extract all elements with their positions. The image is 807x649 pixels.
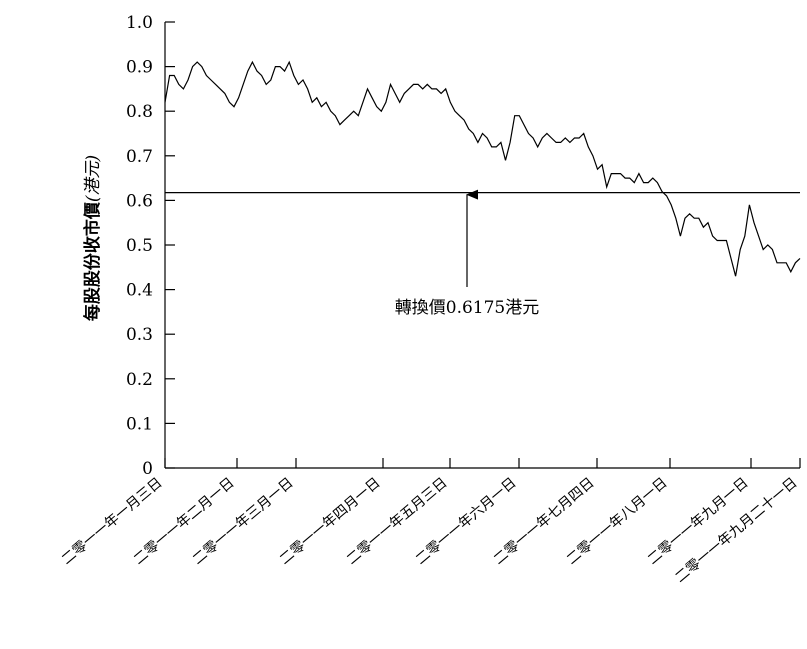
axes xyxy=(164,22,800,469)
y-tick-label: 1.0 xyxy=(126,13,153,33)
conversion-price-annotation: 轉換價0.6175港元 xyxy=(395,298,539,318)
y-tick-label: 0.1 xyxy=(126,414,153,434)
y-axis-label-unit: (港元) xyxy=(83,155,103,202)
y-axis-label-main: 每股股份收市價 xyxy=(82,201,103,321)
y-tick-label: 0.7 xyxy=(126,147,153,167)
y-tick-label: 0.4 xyxy=(126,281,153,301)
y-tick-label: 0.5 xyxy=(126,236,153,256)
y-tick-label: 0.6 xyxy=(126,191,153,211)
y-tick-label: 0.9 xyxy=(126,58,153,78)
y-tick-label: 0.3 xyxy=(126,325,153,345)
closing-price-series-line xyxy=(164,60,801,277)
y-tick-label: 0.8 xyxy=(126,102,153,122)
y-axis-label: 每股股份收市價(港元) xyxy=(82,155,103,321)
x-axis-ticks: 二零一一年一月三日二零一一年二月一日二零一一年三月一日二零一一年四月一日二零一一… xyxy=(59,458,801,586)
y-axis-ticks: 0 0.1 0.2 0.3 0.4 0.5 0.6 0.7 0.8 0.9 1.0 xyxy=(126,13,175,479)
y-tick-label: 0.2 xyxy=(126,370,153,390)
y-tick-label: 0 xyxy=(142,459,153,479)
